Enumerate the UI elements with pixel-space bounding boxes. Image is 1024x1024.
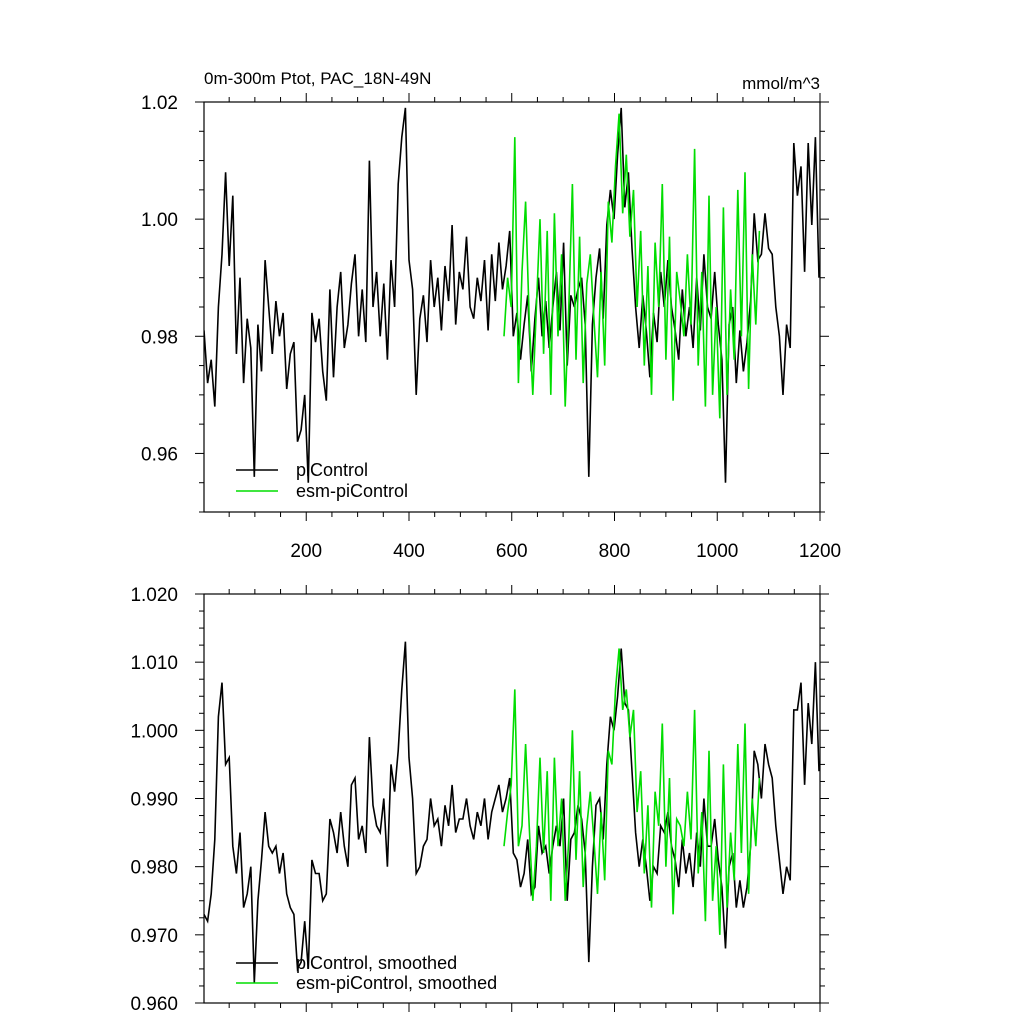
- figure-title: 0m-300m Ptot, PAC_18N-49N: [204, 69, 431, 88]
- series-line-bottom-1: [503, 648, 761, 935]
- x-tick-label-top: 1000: [696, 541, 738, 562]
- x-tick-label-top: 200: [290, 541, 322, 562]
- legend-label-bottom-0: piControl, smoothed: [296, 953, 457, 973]
- y-tick-label-bottom: 0.970: [130, 926, 178, 947]
- x-tick-label-top: 800: [599, 541, 631, 562]
- y-tick-label-top: 0.98: [141, 327, 178, 348]
- bottom-plot: 0.960 0.970 0.980 0.990 1.000 1.010 1.020 piCon…: [130, 585, 829, 1015]
- y-tick-label-bottom: 1.010: [130, 653, 178, 674]
- y-tick-label-top: 1.00: [141, 210, 178, 231]
- y-tick-label-bottom: 0.980: [130, 858, 178, 879]
- y-tick-label-bottom: 1.020: [130, 585, 178, 606]
- legend-label-top-0: piControl: [296, 460, 368, 480]
- legend-label-bottom-1: esm-piControl, smoothed: [296, 973, 497, 993]
- top-plot: 200 400 600 800 1000 1200 0.96 0.98 1.00 1.02 piCo…: [141, 93, 841, 562]
- y-tick-label-top: 1.02: [141, 93, 178, 114]
- series-line-top-1: [503, 113, 761, 419]
- x-tick-label-top: 400: [393, 541, 425, 562]
- x-tick-label-top: 600: [496, 541, 528, 562]
- series-line-bottom-0: [204, 641, 820, 983]
- y-tick-label-bottom: 0.990: [130, 790, 178, 811]
- y-tick-label-bottom: 1.000: [130, 721, 178, 742]
- x-tick-label-top: 1200: [799, 541, 841, 562]
- legend-label-top-1: esm-piControl: [296, 481, 408, 501]
- y-tick-label-top: 0.96: [141, 444, 178, 465]
- y-tick-label-bottom: 0.960: [130, 994, 178, 1015]
- figure-units: mmol/m^3: [742, 74, 820, 93]
